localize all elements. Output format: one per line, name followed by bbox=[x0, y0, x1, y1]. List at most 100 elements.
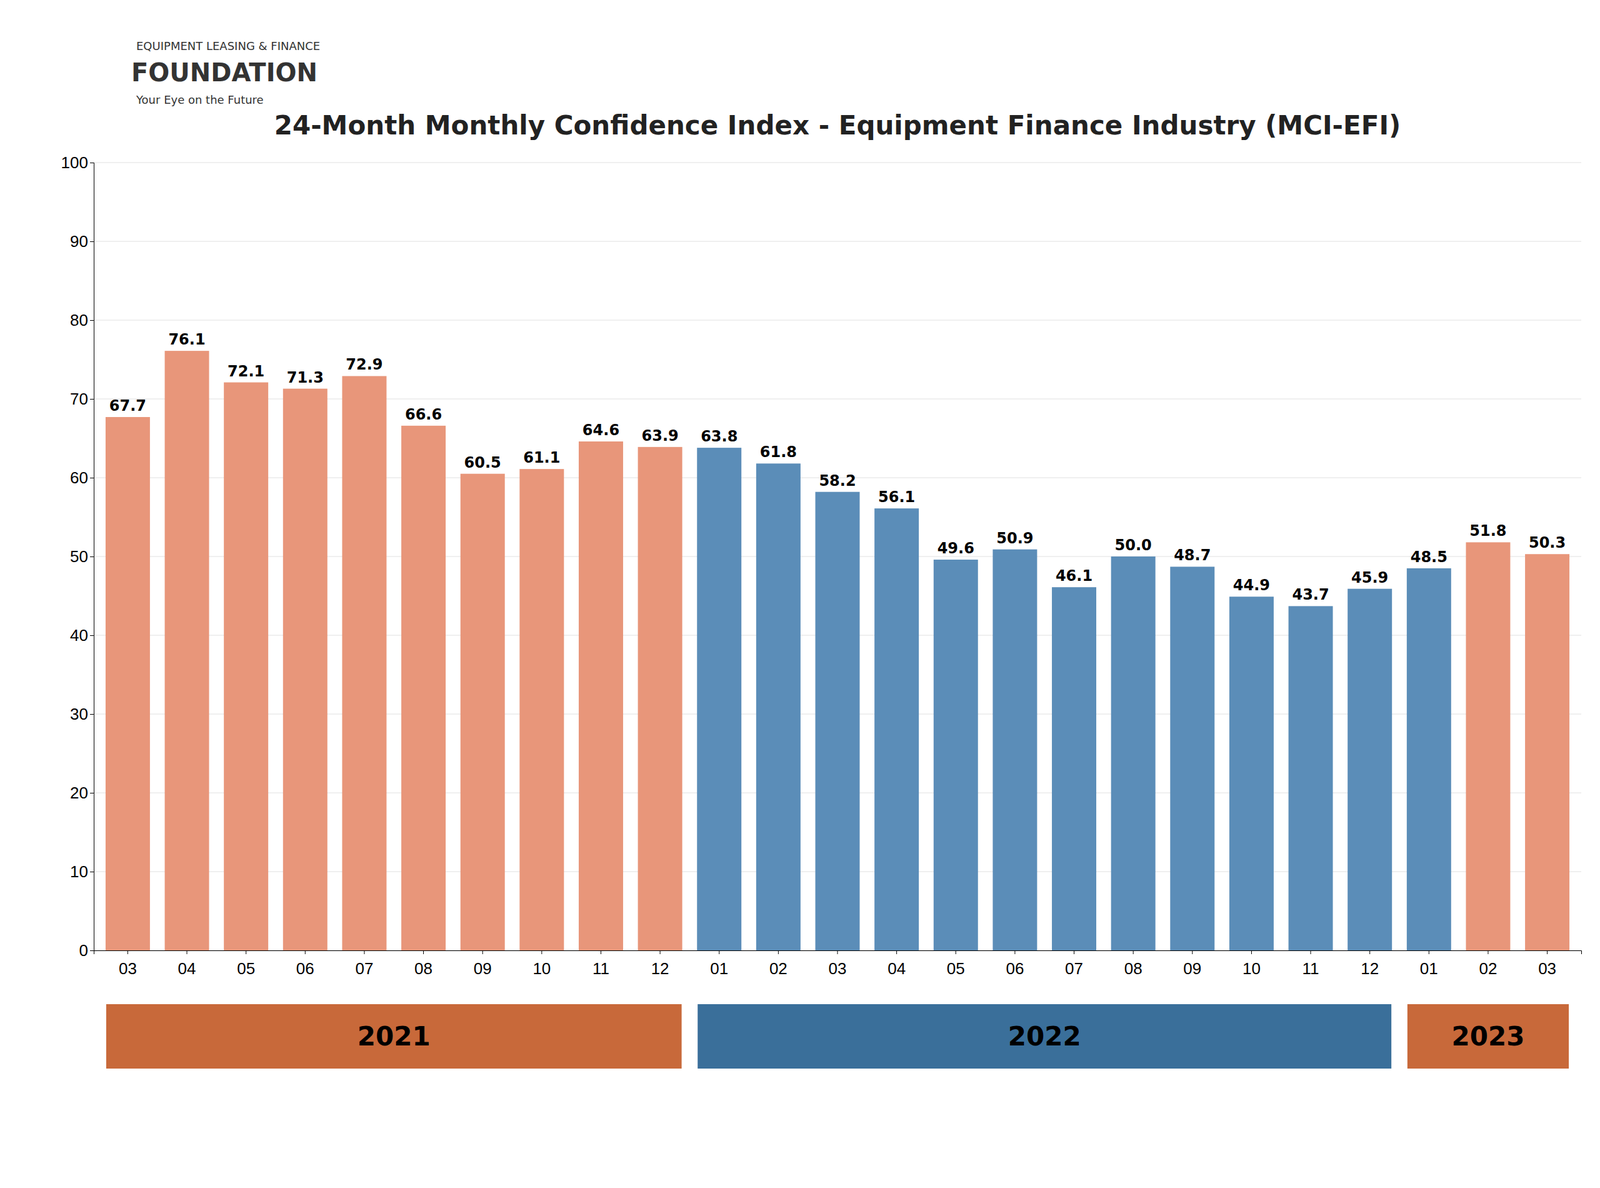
y-axis-line bbox=[90, 163, 95, 951]
x-tick-mark bbox=[1310, 950, 1312, 954]
grid-line bbox=[93, 162, 1582, 164]
x-tick: 05 bbox=[946, 950, 965, 978]
bar bbox=[815, 491, 860, 950]
x-tick-mark bbox=[837, 950, 839, 954]
x-tick: 03 bbox=[828, 950, 847, 978]
x-tick: 03 bbox=[1538, 950, 1557, 978]
x-tick-mark bbox=[245, 950, 247, 954]
x-tick: 10 bbox=[532, 950, 551, 978]
bar bbox=[1170, 566, 1215, 950]
x-tick-mark bbox=[1014, 950, 1015, 954]
bar bbox=[401, 425, 446, 950]
x-tick-mark bbox=[305, 950, 306, 954]
x-tick-label: 12 bbox=[1360, 958, 1379, 978]
y-tick-mark bbox=[90, 950, 94, 951]
year-box bbox=[696, 1003, 1392, 1069]
x-tick-mark bbox=[363, 950, 365, 954]
data-label: 60.5 bbox=[464, 453, 502, 472]
x-tick-label: 02 bbox=[769, 958, 788, 978]
x-tick-label: 07 bbox=[355, 958, 374, 978]
y-tick-mark bbox=[90, 241, 94, 242]
data-label: 72.1 bbox=[227, 362, 265, 380]
x-tick-label: 03 bbox=[118, 958, 137, 978]
x-tick: 09 bbox=[1183, 950, 1202, 978]
data-label: 63.9 bbox=[641, 426, 679, 445]
x-tick: 11 bbox=[592, 950, 610, 978]
x-tick: 07 bbox=[355, 950, 374, 978]
year-label: 2023 bbox=[1451, 1020, 1525, 1052]
x-tick: 05 bbox=[236, 950, 255, 978]
x-tick-mark bbox=[600, 950, 602, 954]
x-tick-label: 10 bbox=[1242, 958, 1261, 978]
grid-line bbox=[93, 320, 1582, 321]
grid-line bbox=[93, 241, 1582, 242]
x-tick: 08 bbox=[1124, 950, 1143, 978]
x-tick-label: 06 bbox=[296, 958, 315, 978]
x-tick-mark bbox=[1073, 950, 1075, 954]
y-tick-label: 90 bbox=[70, 231, 89, 251]
data-label: 76.1 bbox=[168, 330, 205, 349]
x-axis-line bbox=[94, 950, 1582, 955]
y-tick-mark bbox=[90, 398, 94, 400]
bar bbox=[1288, 605, 1334, 950]
y-tick: 30 bbox=[70, 704, 94, 724]
x-tick: 01 bbox=[1420, 950, 1439, 978]
x-tick-mark bbox=[541, 950, 542, 954]
data-label: 64.6 bbox=[582, 421, 620, 439]
y-tick: 20 bbox=[70, 783, 94, 802]
x-tick-mark bbox=[482, 950, 484, 954]
x-tick-label: 05 bbox=[946, 958, 965, 978]
x-tick: 03 bbox=[118, 950, 137, 978]
bar bbox=[933, 559, 979, 950]
data-label: 66.6 bbox=[405, 405, 442, 424]
x-tick-mark bbox=[955, 950, 957, 954]
bar bbox=[756, 463, 801, 950]
y-tick-mark bbox=[90, 635, 94, 636]
data-label: 67.7 bbox=[109, 396, 147, 415]
x-tick-label: 12 bbox=[651, 958, 670, 978]
year-box bbox=[1406, 1003, 1570, 1069]
year-box bbox=[105, 1003, 683, 1069]
data-label: 48.7 bbox=[1173, 546, 1211, 564]
x-tick: 02 bbox=[769, 950, 788, 978]
chart: 010203040506070809010067.776.172.171.372… bbox=[0, 0, 1600, 1188]
bar bbox=[165, 350, 210, 950]
y-tick-label: 80 bbox=[70, 310, 89, 330]
x-tick: 07 bbox=[1065, 950, 1084, 978]
y-tick: 10 bbox=[70, 861, 94, 881]
x-tick-label: 03 bbox=[828, 958, 847, 978]
x-tick: 08 bbox=[414, 950, 433, 978]
x-tick-label: 04 bbox=[887, 958, 906, 978]
bar bbox=[1465, 541, 1510, 950]
logo-text: FOUNDATION bbox=[131, 58, 318, 87]
data-label: 44.9 bbox=[1233, 576, 1270, 594]
data-label: 45.9 bbox=[1351, 568, 1389, 587]
bars bbox=[105, 350, 1570, 950]
x-tick-mark bbox=[1428, 950, 1430, 954]
data-label: 72.9 bbox=[345, 355, 383, 374]
y-tick-mark bbox=[90, 871, 94, 872]
y-tick-mark bbox=[90, 162, 94, 164]
y-tick-mark bbox=[90, 792, 94, 794]
x-tick-label: 04 bbox=[178, 958, 197, 978]
x-tick-label: 11 bbox=[1302, 958, 1320, 978]
x-tick-label: 08 bbox=[1124, 958, 1143, 978]
x-tick: 06 bbox=[296, 950, 315, 978]
y-axis: 0102030405060708090100 bbox=[61, 153, 95, 960]
logo-text: Your Eye on the Future bbox=[135, 93, 264, 107]
y-tick-label: 10 bbox=[70, 861, 89, 881]
y-tick-label: 50 bbox=[70, 546, 89, 566]
data-label: 51.8 bbox=[1469, 521, 1507, 540]
data-label: 46.1 bbox=[1055, 566, 1093, 585]
x-tick: 12 bbox=[651, 950, 670, 978]
y-tick: 70 bbox=[70, 389, 94, 409]
y-tick: 100 bbox=[61, 153, 94, 172]
x-tick-mark bbox=[186, 950, 188, 954]
year-label: 2021 bbox=[357, 1020, 431, 1052]
x-tick-label: 10 bbox=[532, 958, 551, 978]
x-tick-label: 01 bbox=[710, 958, 729, 978]
y-tick: 0 bbox=[79, 940, 94, 960]
bar bbox=[460, 473, 505, 950]
bar bbox=[1347, 588, 1392, 950]
y-tick: 90 bbox=[70, 231, 94, 251]
